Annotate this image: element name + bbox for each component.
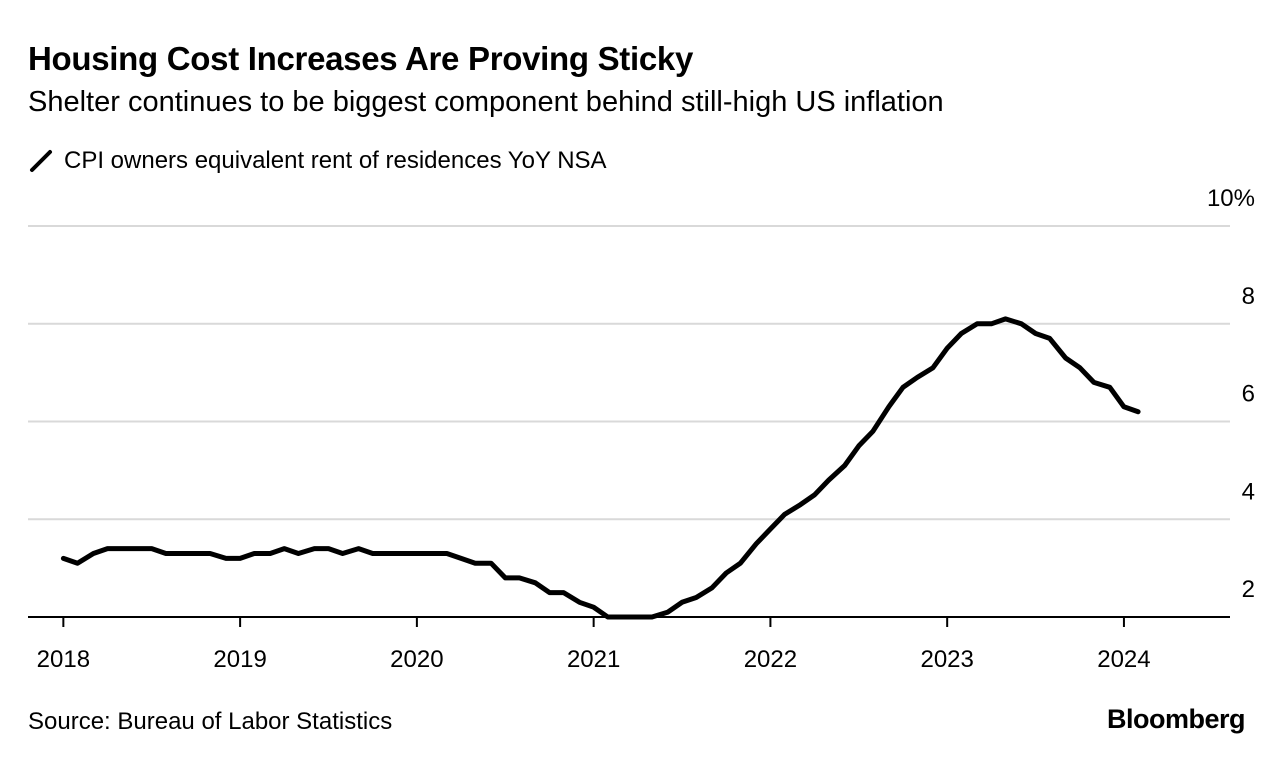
y-tick-label: 8	[1242, 283, 1255, 310]
x-tick-label: 2023	[920, 646, 973, 673]
x-tick-label: 2022	[744, 646, 797, 673]
source-note: Source: Bureau of Labor Statistics	[28, 708, 393, 735]
legend: CPI owners equivalent rent of residences…	[28, 147, 607, 175]
x-tick-label: 2021	[567, 646, 620, 673]
gridlines	[28, 225, 1230, 521]
y-tick-label: 10%	[1207, 185, 1255, 212]
y-axis-tick-labels: 2 4 6 8 10%	[1207, 185, 1255, 603]
x-tick-label: 2020	[390, 646, 443, 673]
x-tick-label: 2018	[37, 646, 90, 673]
series-layer	[60, 316, 1141, 620]
brand-logo: Bloomberg	[1106, 704, 1246, 734]
line-swatch-icon	[30, 150, 52, 172]
x-axis: 2018 2019 2020 2021 2022 2023 2024	[28, 616, 1230, 673]
series-line-owners-equivalent-rent	[60, 316, 1141, 620]
y-tick-label: 6	[1242, 381, 1255, 408]
y-tick-label: 2	[1242, 576, 1255, 603]
y-tick-label: 4	[1242, 478, 1255, 505]
x-tick-label: 2024	[1097, 646, 1150, 673]
chart-title: Housing Cost Increases Are Proving Stick…	[28, 40, 694, 77]
chart-subtitle: Shelter continues to be biggest componen…	[28, 86, 944, 118]
x-tick-label: 2019	[213, 646, 266, 673]
legend-label: CPI owners equivalent rent of residences…	[64, 147, 607, 174]
